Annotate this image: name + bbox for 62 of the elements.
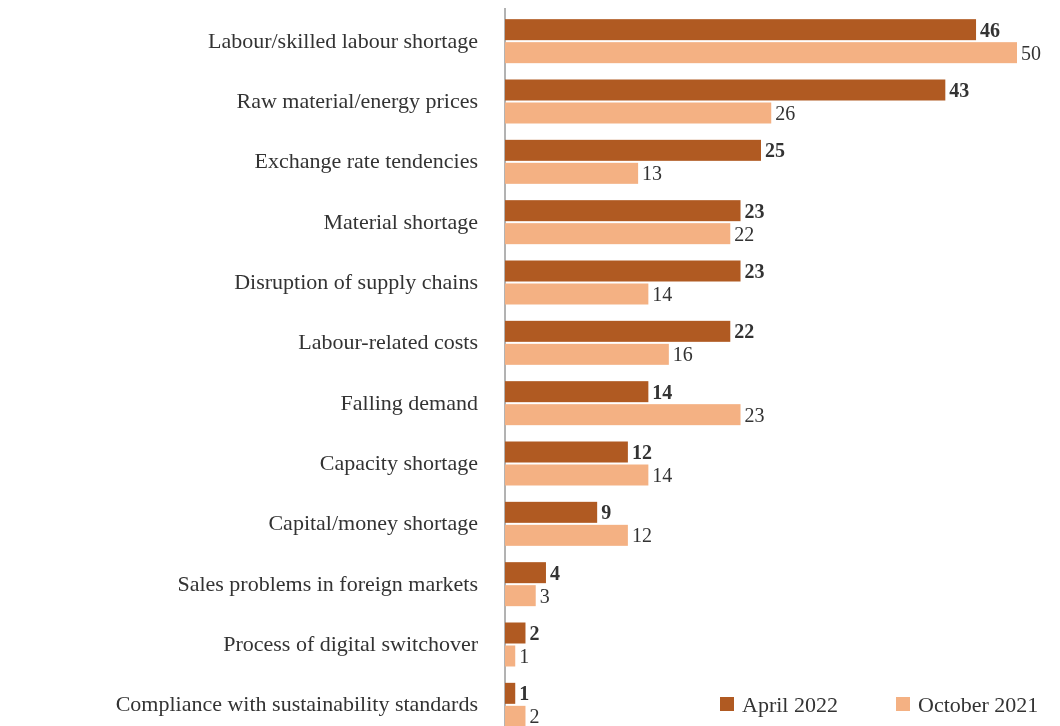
legend-label: October 2021 [918, 691, 1039, 717]
bar [505, 381, 649, 403]
bar [505, 464, 649, 486]
data-label: 1 [519, 682, 530, 705]
bar [505, 320, 731, 342]
y-tick-label: Labour-related costs [298, 329, 478, 355]
bar [505, 562, 546, 584]
bar [505, 585, 536, 607]
bar [505, 223, 731, 245]
y-tick-label: Compliance with sustainability standards [115, 691, 478, 717]
y-tick-label: Labour/skilled labour shortage [207, 27, 478, 53]
y-tick-label: Capacity shortage [319, 450, 478, 475]
data-label: 12 [631, 441, 652, 463]
data-label: 50 [1021, 41, 1041, 64]
y-tick-label: Capital/money shortage [268, 510, 478, 536]
bar [505, 139, 761, 161]
y-tick-label: Process of digital switchover [223, 631, 479, 656]
bar [505, 524, 628, 546]
data-label: 25 [765, 139, 785, 162]
y-tick-label: Falling demand [340, 389, 478, 415]
bar [505, 622, 526, 644]
data-label: 14 [652, 283, 673, 305]
y-tick-label: Sales problems in foreign markets [177, 570, 478, 596]
bar [505, 19, 977, 41]
data-label: 16 [672, 343, 693, 366]
bar [505, 682, 516, 704]
bar [505, 79, 946, 101]
data-label: 23 [744, 199, 765, 222]
data-label: 9 [601, 501, 612, 524]
data-label: 3 [539, 584, 550, 607]
bar [505, 200, 741, 222]
bar [505, 102, 772, 124]
data-label: 13 [642, 162, 663, 185]
bar [505, 343, 669, 365]
data-label: 2 [529, 622, 540, 644]
data-label: 22 [734, 222, 755, 245]
data-label: 14 [652, 464, 673, 486]
data-label: 43 [949, 79, 970, 101]
data-label: 23 [744, 403, 765, 426]
y-tick-label: Raw material/energy prices [236, 88, 478, 113]
bar [505, 42, 1017, 64]
bar [505, 501, 598, 523]
data-label: 4 [549, 561, 560, 584]
bar [505, 260, 741, 282]
data-label: 22 [734, 320, 755, 343]
y-tick-label: Disruption of supply chains [234, 269, 478, 294]
legend-label: April 2022 [742, 691, 838, 717]
data-label: 46 [980, 18, 1001, 41]
data-label: 23 [744, 260, 765, 282]
data-label: 1 [519, 645, 530, 667]
data-label: 2 [529, 705, 540, 726]
y-tick-label: Material shortage [323, 208, 478, 234]
y-tick-label: Exchange rate tendencies [254, 148, 478, 174]
bar [505, 283, 649, 305]
data-label: 26 [775, 102, 796, 124]
bar [505, 404, 741, 426]
data-label: 12 [631, 524, 652, 547]
bar [505, 162, 639, 184]
bar [505, 645, 516, 667]
bar [505, 705, 526, 726]
data-label: 14 [652, 380, 673, 403]
bar [505, 441, 628, 463]
